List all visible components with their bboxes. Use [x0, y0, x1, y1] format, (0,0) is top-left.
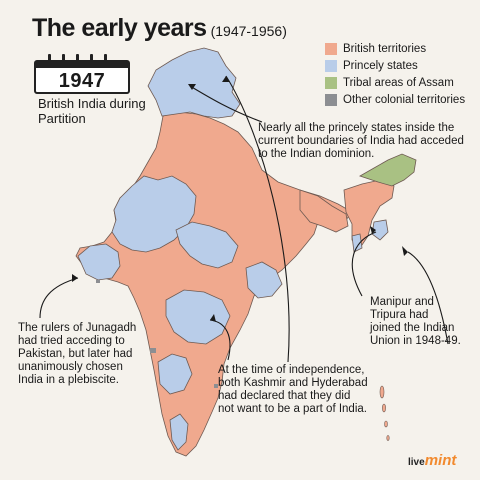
princely-eastern-states — [245, 261, 283, 299]
annotation-junagadh: The rulers of Junagadh had tried accedin… — [18, 322, 137, 386]
arrow-manipur — [351, 231, 377, 297]
tribal-areas-assam — [359, 153, 417, 187]
arrow-heads — [72, 76, 408, 322]
british-assam — [343, 179, 395, 249]
annotation-manipur: Manipur and Tripura had joined the India… — [370, 296, 461, 347]
legend-item: Other colonial territories — [325, 91, 465, 108]
brand-live: live — [408, 457, 425, 468]
other-colonial-diu — [96, 280, 100, 283]
page-title: The early years (1947-1956) — [32, 14, 287, 43]
calendar-box: 1947 — [34, 60, 130, 94]
other-colonial-goa — [150, 348, 156, 353]
calendar-year: 1947 — [58, 70, 106, 92]
arrow-manipur-2 — [407, 251, 449, 345]
title-period: (1947-1956) — [210, 23, 287, 39]
legend-label: Princely states — [343, 59, 418, 72]
calendar-icon: 1947 — [34, 54, 130, 94]
brand-mint: mint — [424, 452, 457, 469]
other-colonial-pondicherry — [214, 384, 218, 388]
legend-item: Tribal areas of Assam — [325, 74, 465, 91]
title-main: The early years — [32, 14, 207, 42]
princely-tripura — [351, 233, 363, 253]
princely-kathiawar — [77, 243, 121, 281]
livemint-logo: livemint — [408, 452, 456, 469]
princely-central-india — [175, 221, 239, 269]
princely-travancore — [169, 413, 189, 451]
arrow-junagadh — [39, 277, 79, 319]
legend-label: Other colonial territories — [343, 93, 466, 106]
princely-mysore — [157, 353, 193, 395]
princely-hyderabad — [165, 289, 231, 345]
annotation-arrows — [39, 75, 449, 363]
arrow-kashmir — [225, 75, 290, 363]
annotation-princely: Nearly all the princely states inside th… — [258, 122, 464, 160]
british-bengal — [299, 189, 349, 233]
legend-swatch-british — [325, 42, 337, 55]
arrow-princely — [189, 85, 263, 123]
legend-label: British territories — [343, 42, 427, 55]
legend-item: British territories — [325, 40, 465, 57]
legend-swatch-tribal — [325, 76, 337, 89]
legend-swatch-princely — [325, 59, 337, 72]
legend-swatch-other — [325, 93, 337, 106]
princely-kashmir — [147, 47, 241, 119]
legend-label: Tribal areas of Assam — [343, 76, 454, 89]
andaman-islands — [379, 385, 390, 441]
legend: British territories Princely states Trib… — [325, 40, 465, 108]
annotation-kashmir: At the time of independence, both Kashmi… — [218, 364, 368, 415]
legend-item: Princely states — [325, 57, 465, 74]
subtitle: British India during Partition — [38, 96, 146, 126]
